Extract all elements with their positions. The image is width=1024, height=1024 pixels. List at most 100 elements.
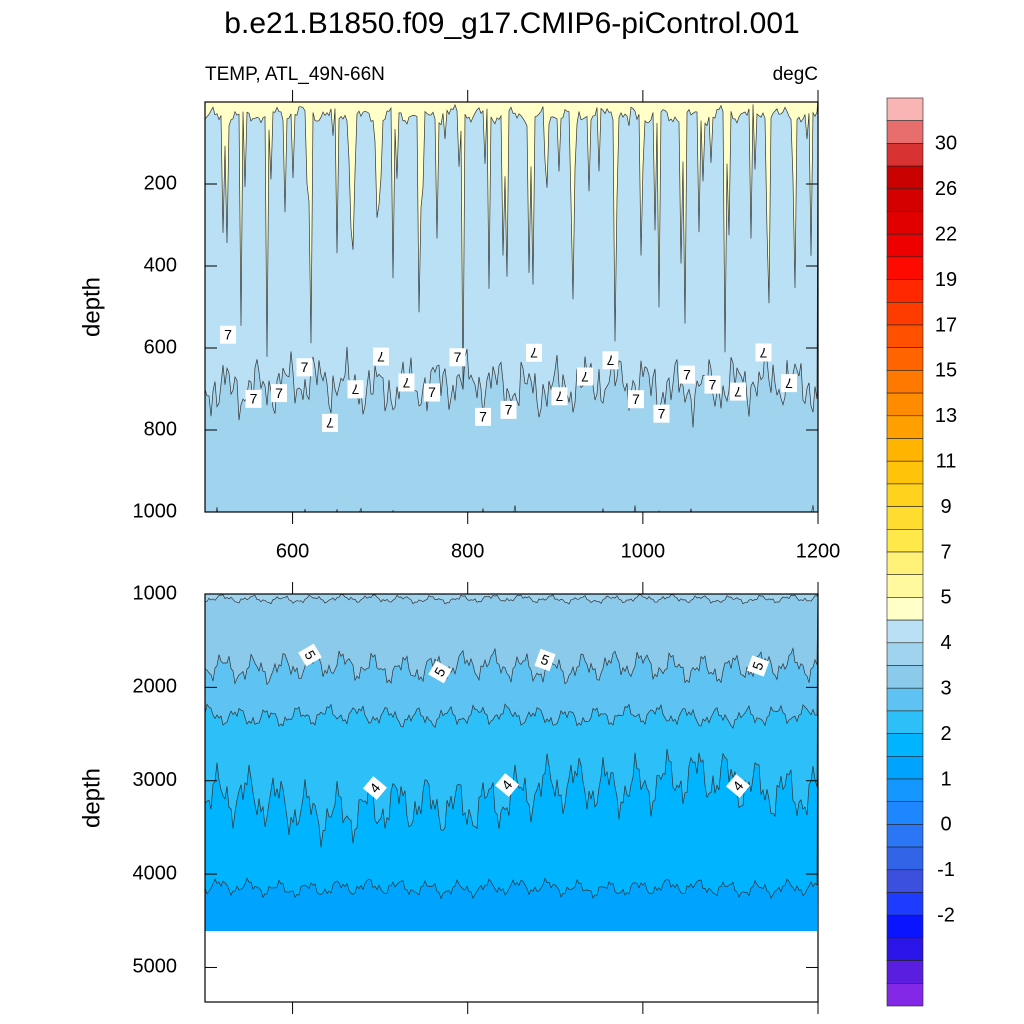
label-box [494, 773, 520, 797]
colorbar-box [886, 506, 924, 530]
y-axis-label: depth [78, 768, 105, 828]
y-tick-label: 800 [144, 418, 177, 440]
colorbar-box [886, 233, 924, 258]
colorbar-box [886, 687, 924, 712]
colorbar-box [886, 483, 924, 507]
colorbar-box [886, 279, 924, 303]
colorbar-box [886, 914, 924, 939]
label-box [704, 375, 721, 394]
colorbar-box [886, 370, 924, 394]
contour-label: 7 [475, 407, 491, 426]
label-box [296, 358, 313, 377]
contour-label-text: 7 [759, 345, 767, 361]
colorbar-label: 13 [935, 405, 957, 427]
y-tick-label: 600 [144, 336, 177, 358]
label-box [755, 343, 772, 362]
contour-label: 7 [679, 365, 695, 384]
plot-area: 5 5 5 5 4 4 4 [205, 594, 818, 1002]
y-axis-label: depth [78, 277, 105, 337]
contour-label: 7 [653, 404, 670, 423]
y-tick-label: 3000 [133, 769, 178, 791]
colorbar-label: 17 [935, 314, 957, 336]
colorbar-label: 1 [940, 768, 951, 790]
colorbar-label: 9 [940, 496, 951, 518]
contour-label-text: 7 [734, 384, 742, 400]
fill-band [205, 102, 818, 387]
label-box [577, 367, 593, 386]
contour-label-text: 7 [658, 405, 666, 421]
label-box [428, 660, 452, 684]
colorbar-box [886, 733, 924, 757]
colorbar-box [886, 960, 924, 984]
contour-label-text: 7 [377, 349, 385, 365]
colorbar-box [886, 937, 924, 961]
colorbar-box [886, 460, 924, 485]
y-tick-label: 1000 [133, 582, 178, 604]
contour-label: 5 [298, 643, 322, 667]
label-box [526, 343, 542, 362]
colorbar-box [886, 892, 924, 916]
contour-label-text: 7 [785, 375, 793, 391]
label-box [725, 774, 751, 798]
contour-label: 4 [725, 774, 751, 798]
colorbar-box [886, 597, 924, 621]
contour-label-text: 7 [479, 409, 487, 425]
x-tick-label: 1000 [621, 540, 666, 562]
fill-band [205, 594, 818, 605]
title: b.e21.B1850.f09_g17.CMIP6-piControl.001 [224, 7, 799, 40]
colorbar-box [886, 97, 924, 122]
label-box [475, 407, 491, 426]
contour-label-text: 7 [351, 382, 359, 398]
colorbar-label: 3 [940, 677, 951, 699]
contour-label: 7 [526, 343, 542, 362]
contour-label-text: 7 [275, 385, 283, 401]
colorbar-label: 22 [935, 223, 957, 245]
contour-label: 5 [746, 655, 770, 677]
label-box [628, 390, 644, 409]
label-box [398, 373, 415, 392]
label-box [534, 648, 556, 672]
contour-label-text: 7 [632, 391, 640, 407]
label-box [220, 325, 236, 344]
label-box [730, 382, 746, 401]
contour-label-text: 7 [555, 389, 563, 405]
contour-label: 7 [602, 351, 619, 370]
contour-label-text: 7 [224, 326, 232, 342]
colorbar-box [886, 778, 924, 803]
colorbar-box [886, 256, 924, 280]
label-box [500, 400, 517, 419]
contour-label: 5 [534, 648, 556, 672]
contour-label: 4 [362, 776, 388, 800]
colorbar-box [886, 347, 924, 371]
label-box [362, 776, 388, 800]
right-label: degC [773, 64, 818, 85]
plot-frame [204, 593, 819, 1003]
colorbar-label: 7 [940, 541, 951, 563]
contour-label: 7 [755, 343, 772, 362]
plot-frame [204, 101, 819, 513]
label-box [271, 384, 287, 403]
colorbar-box [886, 574, 924, 598]
contour-label: 7 [551, 387, 568, 406]
contour-label-text: 7 [581, 369, 589, 385]
contour-label-text: 7 [454, 349, 462, 365]
colorbar-box [886, 301, 924, 326]
colorbar-box [886, 710, 924, 734]
plot-area: 7 7 7 7 7 7 7 7 7 7 7 7 7 7 7 7 7 7 7 7 7 7 7 [205, 102, 818, 512]
colorbar-box [886, 824, 924, 848]
colorbar-box [886, 846, 924, 871]
y-tick-label: 2000 [133, 676, 178, 698]
colorbar-box [886, 665, 924, 689]
colorbar-box [886, 755, 924, 780]
x-tick-label: 800 [451, 540, 484, 562]
left-label: TEMP, ATL_49N-66N [205, 64, 385, 85]
label-box [245, 389, 262, 408]
colorbar-box [886, 120, 924, 144]
y-tick-label: 4000 [133, 862, 178, 884]
contour-label-text: 7 [301, 359, 309, 375]
contour-label: 7 [500, 400, 517, 419]
contour-label: 7 [424, 383, 440, 402]
colorbar-box [886, 642, 924, 666]
colorbar-label: 2 [940, 723, 951, 745]
label-box [449, 348, 466, 367]
